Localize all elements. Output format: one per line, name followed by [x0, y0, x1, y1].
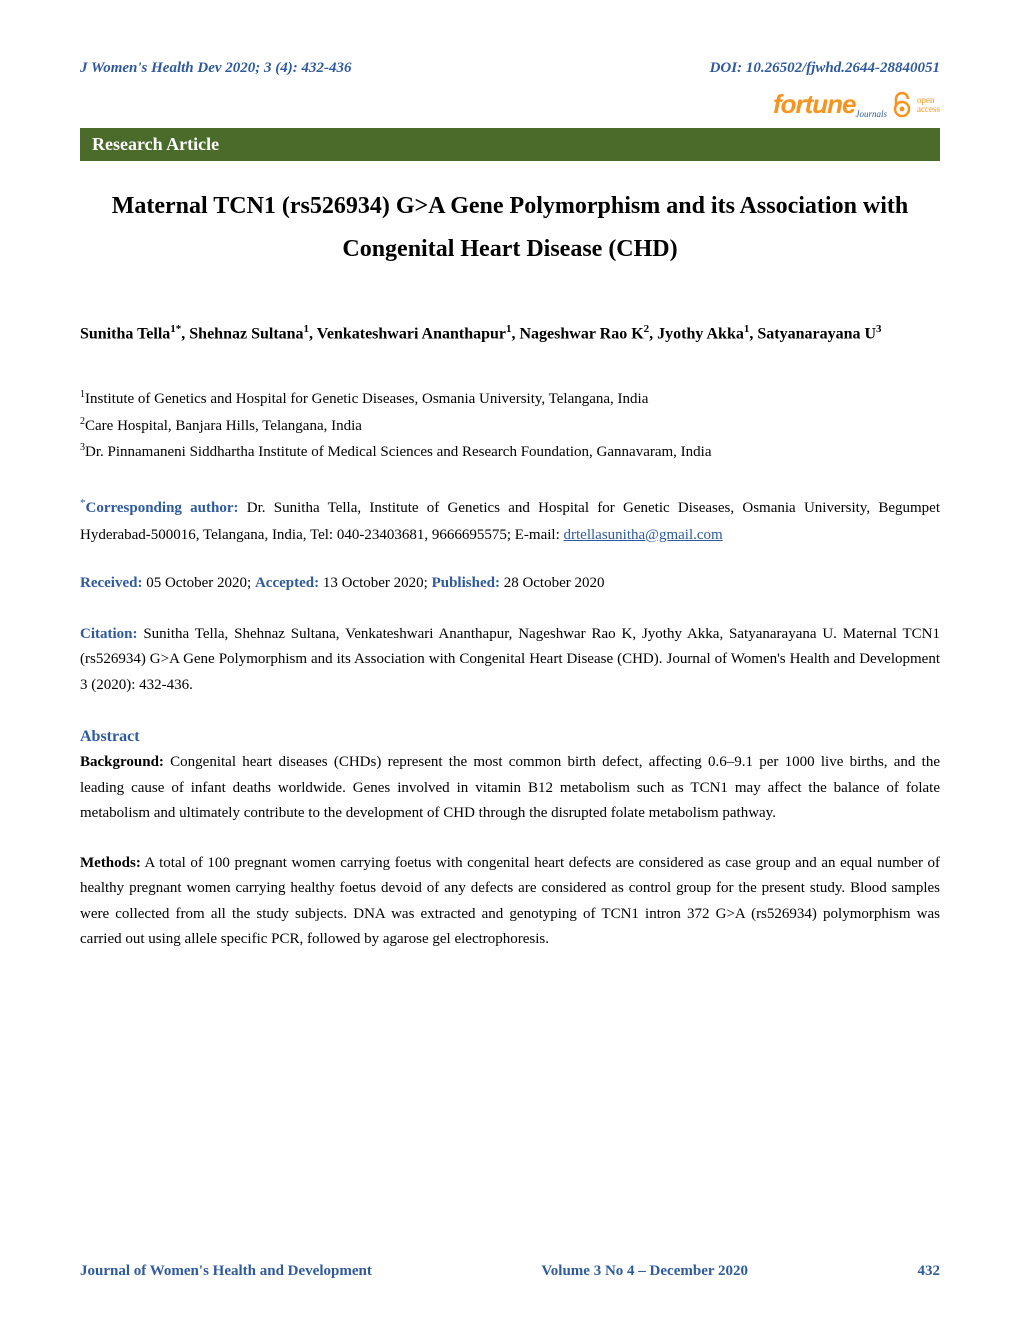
affiliation-item: 1Institute of Genetics and Hospital for …: [80, 386, 940, 413]
published-label: Published:: [432, 575, 500, 591]
header-row: J Women's Health Dev 2020; 3 (4): 432-43…: [80, 60, 940, 77]
citation-text: Sunitha Tella, Shehnaz Sultana, Venkates…: [80, 626, 940, 693]
accepted-date: 13 October 2020;: [319, 575, 431, 591]
publisher-logo: fortuneJournals open access: [773, 89, 940, 120]
abstract-methods: Methods: A total of 100 pregnant women c…: [80, 851, 940, 953]
footer-page: 432: [918, 1263, 941, 1280]
methods-text: A total of 100 pregnant women carrying f…: [80, 855, 940, 948]
methods-label: Methods:: [80, 855, 141, 871]
footer-volume: Volume 3 No 4 – December 2020: [541, 1263, 748, 1280]
open-access-icon: [891, 91, 913, 119]
received-label: Received:: [80, 575, 142, 591]
page-footer: Journal of Women's Health and Developmen…: [80, 1263, 940, 1280]
background-label: Background:: [80, 754, 164, 770]
open-access-text: open access: [917, 96, 940, 114]
affiliation-item: 2Care Hospital, Banjara Hills, Telangana…: [80, 413, 940, 440]
abstract-background: Background: Congenital heart diseases (C…: [80, 750, 940, 827]
logo-row: fortuneJournals open access: [80, 89, 940, 120]
article-type-bar: Research Article: [80, 128, 940, 161]
fortune-logo-text: fortune: [773, 89, 856, 119]
abstract-heading: Abstract: [80, 728, 940, 746]
background-text: Congenital heart diseases (CHDs) represe…: [80, 754, 940, 821]
affiliation-item: 3Dr. Pinnamaneni Siddhartha Institute of…: [80, 439, 940, 466]
citation-label: Citation:: [80, 626, 138, 642]
corresponding-email[interactable]: drtellasunitha@gmail.com: [564, 527, 723, 543]
journal-reference: J Women's Health Dev 2020; 3 (4): 432-43…: [80, 60, 352, 77]
citation-block: Citation: Sunitha Tella, Shehnaz Sultana…: [80, 622, 940, 699]
article-title: Maternal TCN1 (rs526934) G>A Gene Polymo…: [80, 185, 940, 271]
authors-list: Sunitha Tella1*, Shehnaz Sultana1, Venka…: [80, 319, 940, 350]
published-date: 28 October 2020: [500, 575, 605, 591]
doi: DOI: 10.26502/fjwhd.2644-28840051: [710, 60, 940, 77]
affiliations-list: 1Institute of Genetics and Hospital for …: [80, 386, 940, 466]
corresponding-label: Corresponding author:: [86, 500, 239, 516]
fortune-logo-sub: Journals: [856, 109, 888, 119]
footer-journal: Journal of Women's Health and Developmen…: [80, 1263, 372, 1280]
accepted-label: Accepted:: [255, 575, 319, 591]
received-date: 05 October 2020;: [142, 575, 254, 591]
publication-dates: Received: 05 October 2020; Accepted: 13 …: [80, 575, 940, 592]
oa-line2: access: [917, 104, 940, 114]
corresponding-author: *Corresponding author: Dr. Sunitha Tella…: [80, 494, 940, 549]
